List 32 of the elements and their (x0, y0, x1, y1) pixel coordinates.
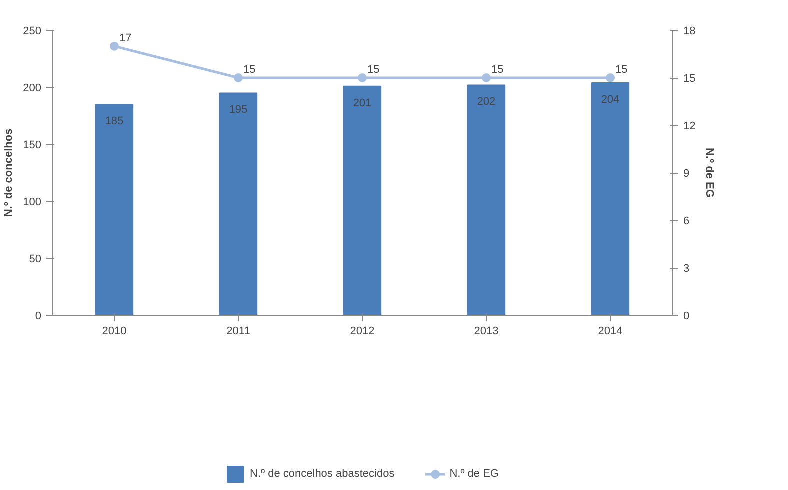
data-label: 15 (492, 64, 504, 76)
y2-tick-label: 18 (684, 26, 696, 38)
data-label: 17 (120, 32, 132, 44)
x-tick-label: 2012 (350, 326, 375, 338)
y-tick-label: 150 (23, 140, 42, 152)
x-tick-label: 2011 (226, 326, 250, 338)
y2-axis-title: N.º de EG (704, 148, 716, 198)
y-tick-label: 100 (23, 196, 42, 208)
y2-tick-label: 0 (684, 310, 690, 322)
y-tick-label: 200 (23, 82, 42, 94)
y-tick-label: 0 (35, 310, 42, 322)
y2-tick-label: 12 (684, 120, 696, 132)
x-tick-label: 2013 (474, 326, 499, 338)
y-tick-label: 50 (29, 254, 42, 266)
data-label: 195 (229, 104, 248, 116)
data-label: 15 (244, 64, 256, 76)
y2-tick-label: 15 (684, 73, 696, 85)
data-label: 15 (616, 64, 628, 76)
data-label: 185 (105, 116, 124, 128)
y-axis-title: N.º de concelhos (3, 128, 16, 218)
data-label: 204 (601, 94, 620, 106)
y2-tick-label: 6 (684, 216, 690, 228)
data-label: 202 (477, 96, 496, 108)
legend-label: N.º de EG (450, 468, 499, 480)
y-tick-label: 250 (23, 26, 42, 38)
data-label: 201 (353, 97, 372, 110)
legend-label: N.º de concelhos abastecidos (250, 468, 395, 480)
x-tick-label: 2010 (102, 326, 127, 338)
data-label: 15 (368, 64, 380, 76)
y2-tick-label: 3 (684, 263, 690, 275)
x-tick-label: 2014 (598, 326, 623, 338)
y2-tick-label: 9 (684, 168, 690, 180)
